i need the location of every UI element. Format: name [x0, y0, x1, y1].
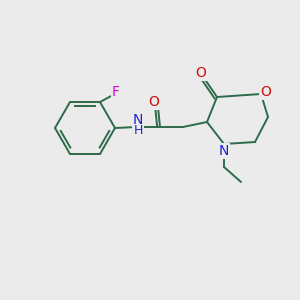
Text: O: O: [148, 95, 159, 109]
Text: H: H: [133, 124, 143, 137]
Text: N: N: [219, 144, 229, 158]
Text: O: O: [261, 85, 272, 99]
Text: O: O: [196, 66, 206, 80]
Text: N: N: [133, 113, 143, 127]
Text: F: F: [112, 85, 120, 99]
